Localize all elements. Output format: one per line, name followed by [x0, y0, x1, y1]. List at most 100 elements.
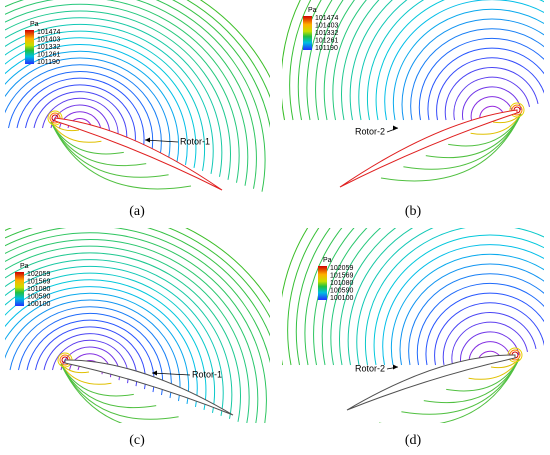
- contour-line: [321, 228, 368, 366]
- annotation: Rotor-2: [355, 126, 385, 136]
- contour-line: [436, 57, 544, 121]
- contour-line: [5, 50, 180, 163]
- contour-line: [5, 23, 214, 174]
- stagnation-contour: [47, 110, 63, 126]
- contour-line: [462, 86, 522, 121]
- contour-line: [427, 47, 544, 121]
- contour-line: [43, 333, 138, 387]
- airfoil: [64, 359, 234, 416]
- legend-tick: 102059: [330, 265, 353, 272]
- legend-tick: 100590: [27, 293, 50, 300]
- contour-line: [470, 96, 513, 121]
- contour-line: [5, 37, 197, 168]
- contour-line: [5, 259, 233, 419]
- contour-line: [315, 0, 344, 121]
- legend-tick: 101332: [315, 30, 338, 37]
- contour-line: [306, 0, 333, 121]
- legend-tick: 101080: [27, 286, 50, 293]
- contour-line: [410, 28, 544, 121]
- legend-unit: Pa: [20, 263, 29, 270]
- contour-line: [5, 239, 259, 423]
- contours: [282, 0, 544, 182]
- annotation-arrow: [151, 372, 191, 376]
- contour-line: [399, 263, 544, 366]
- legend-tick: 101190: [37, 59, 60, 66]
- legend-tick: 102059: [27, 271, 50, 278]
- stagnation-contour: [511, 104, 523, 116]
- arrow-head: [145, 137, 150, 143]
- contour-line: [60, 363, 179, 420]
- contour-line: [392, 8, 544, 121]
- contour-line: [26, 319, 155, 393]
- arrow-head: [152, 370, 157, 376]
- contour-line: [5, 64, 162, 157]
- contour-line: [287, 228, 320, 366]
- colorbar: [25, 30, 34, 64]
- contour-line: [418, 37, 544, 121]
- contour-line: [358, 0, 408, 121]
- legend-tick: 101569: [330, 272, 353, 279]
- contour-line: [5, 272, 215, 413]
- contour-line: [408, 273, 544, 366]
- contour-line: [5, 228, 270, 364]
- legend-tick: 100100: [330, 295, 353, 302]
- colorbar: [318, 266, 327, 300]
- contour-line: [60, 363, 123, 423]
- contour-line: [5, 17, 223, 177]
- contour-line: [382, 244, 544, 366]
- contour-line: [401, 358, 520, 415]
- contours: [5, 228, 270, 423]
- contour-line: [171, 0, 270, 129]
- contour-line: [403, 113, 522, 170]
- legend-tick: 101474: [315, 15, 338, 22]
- airfoil: [54, 117, 223, 191]
- contour-line: [347, 228, 414, 366]
- contour-line: [8, 70, 154, 154]
- arrow-head: [393, 125, 398, 131]
- contour-line: [5, 292, 190, 405]
- legend-tick: 101190: [315, 45, 338, 52]
- contour-line: [5, 57, 171, 160]
- legend-tick: 101474: [37, 29, 60, 36]
- contour-line: [25, 84, 136, 148]
- contour-line: [5, 10, 231, 180]
- contour-line: [5, 228, 270, 337]
- contour-line: [460, 331, 520, 366]
- contour-line: [5, 265, 224, 416]
- contour-line: [155, 0, 266, 192]
- caption: (d): [405, 433, 422, 448]
- airfoil: [346, 354, 516, 411]
- stagnation-contour: [509, 102, 525, 118]
- contours: [5, 0, 270, 192]
- contour-line: [323, 0, 356, 121]
- contour-line: [434, 302, 544, 366]
- contour-line: [304, 228, 343, 366]
- legend-tick: 101403: [315, 22, 338, 29]
- caption: (b): [405, 204, 422, 219]
- annotation: Rotor-2: [355, 363, 385, 373]
- contour-line: [356, 228, 434, 366]
- contour-line: [416, 282, 544, 366]
- contour-line: [5, 44, 188, 166]
- contour-line: [60, 363, 90, 374]
- contour-line: [341, 0, 380, 121]
- legend-unit: Pa: [308, 7, 317, 14]
- legend-unit: Pa: [30, 21, 39, 28]
- contour-line: [5, 252, 241, 422]
- stagnation-contour: [49, 112, 61, 124]
- legend-tick: 101080: [330, 280, 353, 287]
- contour-line: [492, 113, 522, 124]
- contour-line: [5, 232, 267, 423]
- contour-line: [5, 0, 257, 189]
- contour-line: [332, 0, 367, 121]
- contour-line: [453, 76, 530, 121]
- contour-line: [375, 0, 544, 121]
- contour-line: [282, 0, 301, 121]
- legend-tick: 100100: [27, 301, 50, 308]
- contour-line: [380, 113, 522, 182]
- colorbar: [303, 16, 312, 50]
- annotation-arrow: [144, 139, 179, 143]
- contour-line: [50, 104, 110, 139]
